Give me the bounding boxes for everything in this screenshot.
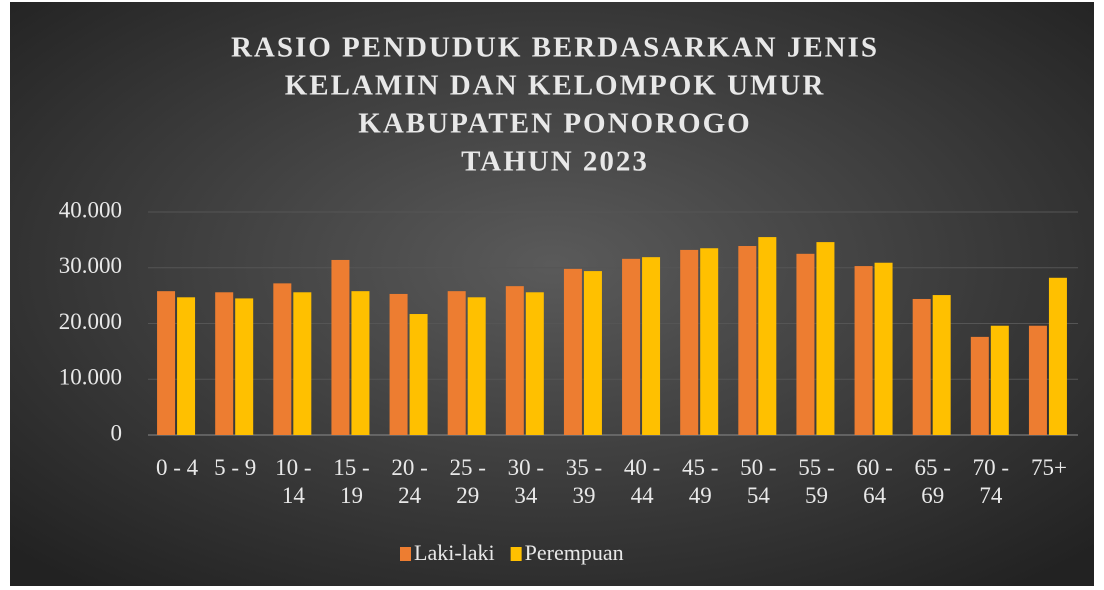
bar [622, 258, 641, 435]
bar [331, 259, 350, 435]
x-tick-label: 20 - 24 [391, 455, 428, 508]
legend-swatch [510, 547, 522, 561]
bar [1028, 325, 1047, 435]
bar [273, 283, 292, 435]
x-tick-label: 55 - 59 [798, 455, 835, 508]
legend-label: Perempuan [525, 540, 624, 565]
bar [1048, 277, 1067, 435]
bar [912, 298, 931, 435]
bar [642, 257, 661, 435]
legend-swatch [400, 547, 411, 561]
bar [758, 237, 777, 435]
x-tick-label: 50 - 54 [740, 455, 777, 508]
bar [447, 291, 466, 435]
bar [235, 298, 254, 435]
chart-background [10, 2, 1094, 586]
x-tick-label: 65 - 69 [914, 455, 951, 508]
x-tick-label: 25 - 29 [449, 455, 486, 508]
y-tick-label: 20.000 [59, 309, 122, 334]
bar [583, 271, 602, 435]
x-tick-label: 30 - 34 [507, 455, 545, 508]
chart-title: KABUPATEN PONOROGO [358, 108, 751, 140]
chart-title: RASIO PENDUDUK BERDASARKAN JENIS [231, 32, 879, 64]
bar [215, 292, 234, 435]
legend-label: Laki-laki [414, 540, 495, 565]
chart-title: KELAMIN DAN KELOMPOK UMUR [285, 70, 826, 102]
y-tick-label: 0 [111, 420, 123, 445]
bar [467, 297, 486, 435]
bar [970, 336, 989, 435]
bar [563, 268, 582, 435]
x-tick-label: 10 - 14 [275, 455, 312, 508]
x-tick-label: 15 - 19 [333, 455, 370, 508]
x-tick-label: 5 - 9 [214, 455, 257, 480]
chart-title: TAHUN 2023 [461, 146, 649, 178]
bar [680, 249, 699, 435]
bar [932, 295, 951, 435]
x-tick-label: 35 - 39 [565, 455, 603, 508]
y-tick-label: 40.000 [59, 197, 122, 222]
bar [293, 292, 312, 435]
bar [177, 297, 196, 435]
y-tick-label: 30.000 [59, 253, 122, 278]
bar [700, 248, 719, 435]
x-tick-label: 0 - 4 [155, 455, 199, 480]
bar [409, 314, 428, 435]
x-tick-label: 75+ [1030, 455, 1067, 480]
bar [816, 242, 835, 435]
bar [796, 253, 815, 435]
bar [157, 291, 176, 435]
x-tick-label: 40 - 44 [623, 455, 661, 508]
bar [505, 286, 524, 435]
bar [854, 266, 873, 435]
x-tick-label: 70 - 74 [972, 455, 1010, 508]
bar [351, 291, 370, 435]
bar [874, 262, 893, 435]
y-tick-label: 10.000 [59, 365, 122, 390]
bar [389, 293, 408, 435]
bar [990, 325, 1009, 435]
bar [738, 246, 757, 435]
x-tick-label: 45 - 49 [681, 455, 719, 508]
x-tick-label: 60 - 64 [856, 455, 893, 508]
bar [525, 292, 544, 435]
